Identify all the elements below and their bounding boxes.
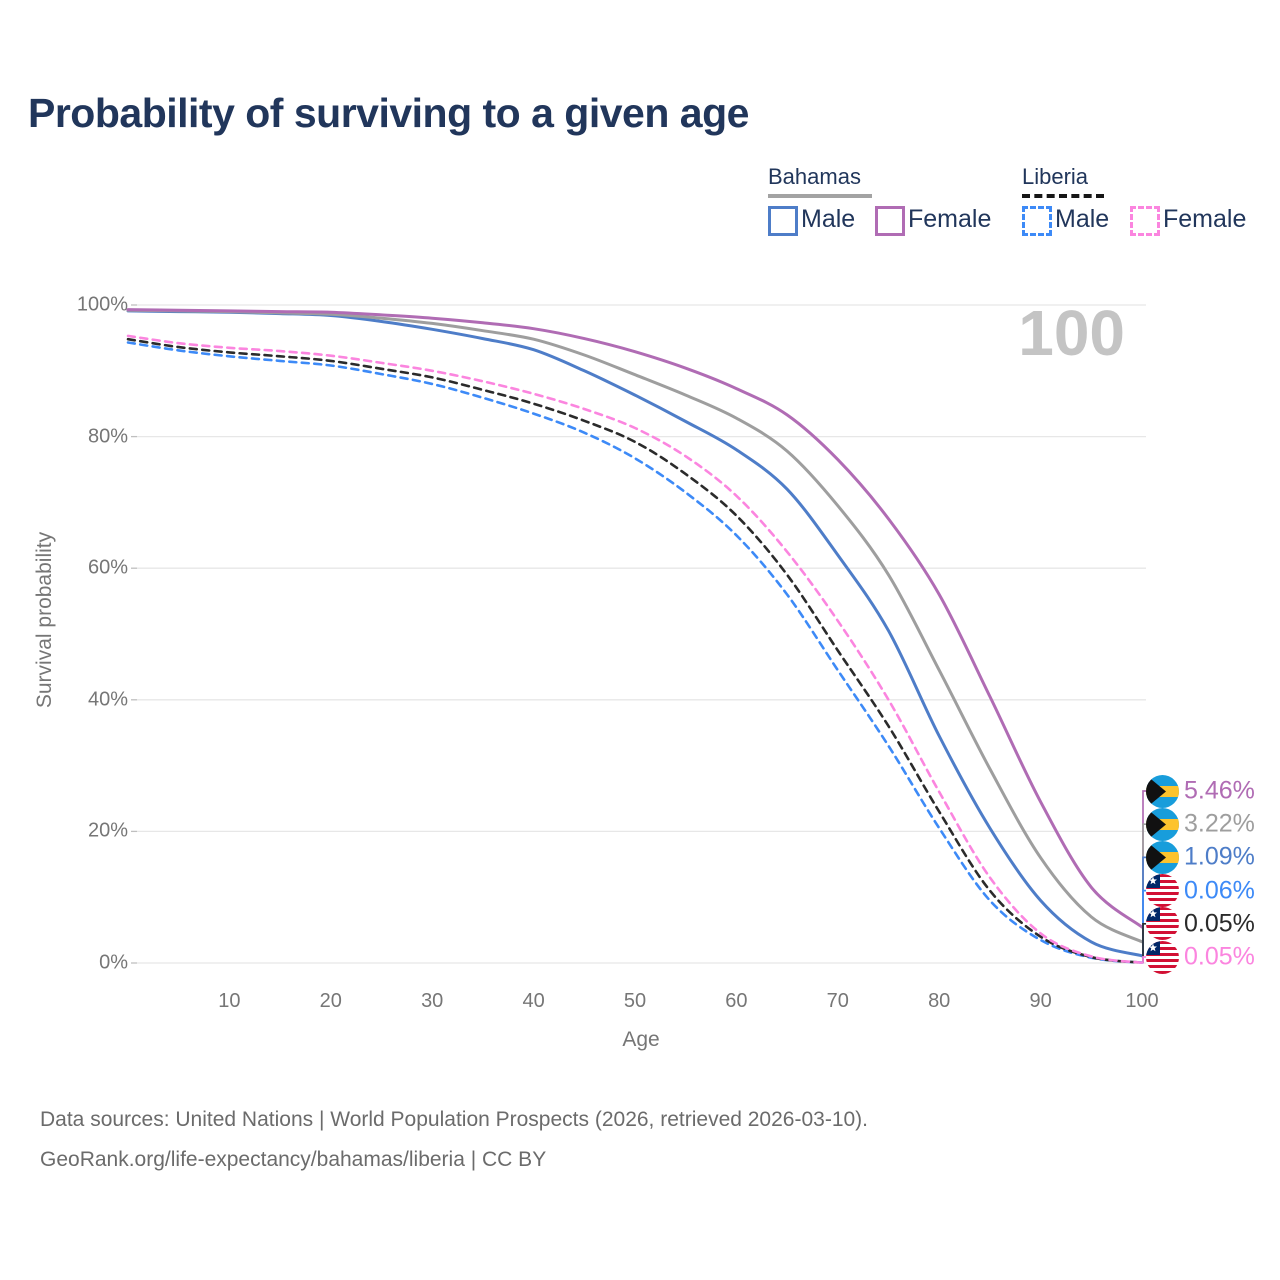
- series-line-liberia-both-sexes[interactable]: [126, 337, 1144, 964]
- bahamas-flag-icon: [1146, 840, 1179, 874]
- data-source-line: Data sources: United Nations | World Pop…: [40, 1108, 869, 1131]
- liberia-flag-icon: [1146, 907, 1179, 941]
- liberia-flag-icon: [1146, 874, 1179, 908]
- x-tick-label: 30: [421, 990, 444, 1012]
- end-value-label: 1.09%: [1184, 842, 1255, 871]
- x-tick-label: 10: [218, 990, 241, 1012]
- end-label-connector: [1142, 956, 1147, 964]
- series-line-liberia-female[interactable]: [126, 334, 1144, 964]
- hover-age-indicator: 100: [1018, 297, 1125, 369]
- bahamas-flag-icon: [1146, 774, 1179, 808]
- end-value-label: 5.46%: [1184, 776, 1255, 805]
- y-tick-label: 80%: [87, 425, 128, 448]
- series-line-bahamas-both-sexes[interactable]: [126, 308, 1144, 944]
- x-tick-label: 60: [725, 990, 748, 1012]
- series-line-bahamas-female[interactable]: [126, 308, 1144, 929]
- x-axis-title: Age: [622, 1028, 660, 1051]
- x-tick-label: 20: [319, 990, 342, 1012]
- end-value-label: 0.05%: [1184, 942, 1255, 971]
- end-value-label: 3.22%: [1184, 809, 1255, 838]
- x-tick-label: 80: [928, 990, 951, 1012]
- liberia-flag-icon: [1146, 940, 1179, 974]
- x-tick-label: 90: [1029, 990, 1052, 1012]
- x-tick-label: 50: [623, 990, 647, 1012]
- bahamas-flag-icon: [1146, 807, 1179, 841]
- y-tick-label: 40%: [87, 688, 128, 711]
- end-value-label: 0.06%: [1184, 876, 1255, 905]
- y-tick-label: 0%: [99, 951, 128, 974]
- end-value-label: 0.05%: [1184, 909, 1255, 938]
- y-axis-title: Survival probability: [33, 531, 56, 709]
- x-tick-label: 70: [826, 990, 849, 1012]
- y-tick-label: 100%: [76, 293, 128, 316]
- attribution-line: GeoRank.org/life-expectancy/bahamas/libe…: [40, 1148, 547, 1171]
- page-title: Probability of surviving to a given age: [28, 90, 749, 136]
- series-line-bahamas-male[interactable]: [126, 309, 1144, 958]
- x-tick-label: 40: [522, 990, 545, 1012]
- x-tick-label: 100: [1125, 990, 1159, 1012]
- y-tick-label: 60%: [87, 556, 128, 579]
- y-tick-label: 20%: [87, 819, 128, 842]
- series-line-liberia-male[interactable]: [126, 341, 1144, 964]
